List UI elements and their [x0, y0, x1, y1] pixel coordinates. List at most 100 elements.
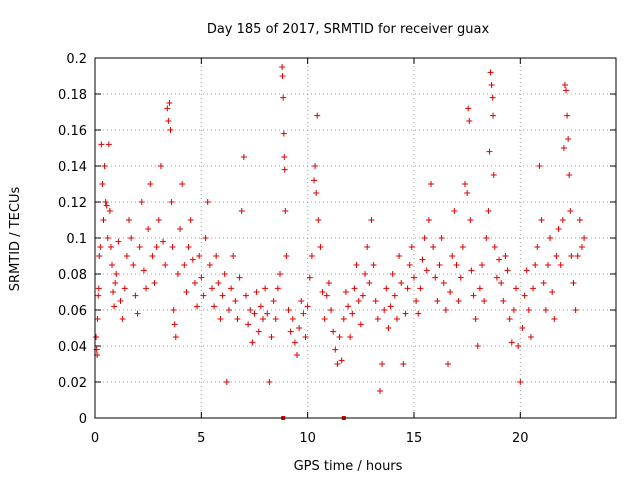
data-point [508, 339, 515, 346]
data-point [357, 321, 364, 328]
data-point [206, 262, 213, 268]
data-point [449, 253, 456, 259]
data-point [536, 163, 543, 169]
data-point [521, 292, 528, 299]
x-tick-label: 10 [299, 431, 316, 446]
data-point [465, 105, 472, 112]
x-tick-label: 0 [91, 431, 99, 446]
data-point [487, 69, 494, 76]
data-point [383, 285, 390, 292]
data-point [279, 64, 286, 70]
data-point [381, 307, 388, 313]
data-point [280, 130, 287, 137]
data-point [355, 298, 362, 304]
data-point [549, 289, 556, 295]
data-point [540, 280, 547, 286]
data-point [283, 253, 290, 259]
data-point [485, 208, 492, 214]
data-point [134, 310, 141, 317]
data-point [567, 208, 574, 214]
data-point [447, 289, 454, 295]
data-point [421, 235, 428, 241]
data-point [312, 163, 319, 169]
data-point [489, 94, 496, 101]
data-point [165, 118, 172, 124]
data-point [164, 105, 171, 112]
data-point [436, 262, 443, 268]
data-point [153, 244, 160, 250]
data-point [215, 280, 222, 286]
data-point [202, 235, 209, 241]
data-point [464, 190, 471, 196]
data-point [304, 303, 311, 310]
data-point [402, 310, 409, 317]
data-point [213, 253, 220, 259]
data-point [385, 325, 392, 331]
data-point [102, 199, 109, 205]
data-point [264, 310, 271, 317]
data-point [523, 267, 530, 274]
x-tick-label: 5 [197, 431, 205, 446]
data-point [185, 244, 192, 250]
data-point [330, 328, 337, 335]
data-point [238, 208, 245, 214]
data-point [434, 298, 441, 304]
data-point [136, 244, 143, 250]
data-point [359, 292, 366, 299]
data-point [112, 280, 119, 286]
data-point [281, 166, 288, 173]
data-point [187, 217, 194, 223]
data-point [317, 244, 324, 250]
data-point [105, 141, 112, 148]
data-point [272, 316, 279, 322]
data-point [219, 292, 226, 299]
data-point [200, 292, 207, 299]
data-point [525, 307, 532, 313]
y-tick-label: 0.14 [58, 160, 87, 175]
data-point [534, 244, 541, 250]
data-point [287, 328, 294, 335]
data-point [427, 181, 434, 187]
data-point [538, 217, 545, 223]
data-point [581, 235, 588, 241]
data-point [211, 303, 218, 310]
data-point [328, 307, 335, 313]
data-point [566, 172, 573, 178]
data-point [183, 289, 190, 295]
data-point [510, 307, 517, 313]
data-point [257, 303, 264, 310]
data-point [490, 172, 497, 178]
data-point [282, 208, 289, 214]
data-point [565, 136, 572, 142]
data-point [251, 310, 258, 317]
data-point [491, 244, 498, 250]
data-point [568, 253, 575, 259]
data-point [332, 346, 339, 353]
data-point [262, 285, 269, 292]
data-point [255, 328, 262, 335]
data-point [519, 325, 526, 331]
data-point [396, 253, 403, 259]
data-point [496, 256, 503, 263]
data-point [368, 217, 375, 223]
data-point [490, 112, 497, 119]
grid-lines [95, 58, 616, 418]
data-point [228, 285, 235, 292]
data-point [167, 127, 174, 133]
data-point [138, 199, 145, 205]
data-point [488, 82, 495, 88]
data-point [442, 307, 449, 313]
data-point [100, 217, 107, 223]
data-point [119, 316, 126, 322]
data-point [467, 217, 474, 223]
data-point [268, 334, 275, 340]
data-point [472, 316, 479, 322]
data-point [240, 154, 247, 160]
y-tick-label: 0.08 [58, 268, 87, 283]
data-point [334, 361, 341, 367]
data-point [109, 262, 116, 268]
data-point [564, 112, 571, 119]
data-point [308, 253, 315, 259]
data-point [400, 361, 407, 367]
data-point [117, 298, 124, 304]
